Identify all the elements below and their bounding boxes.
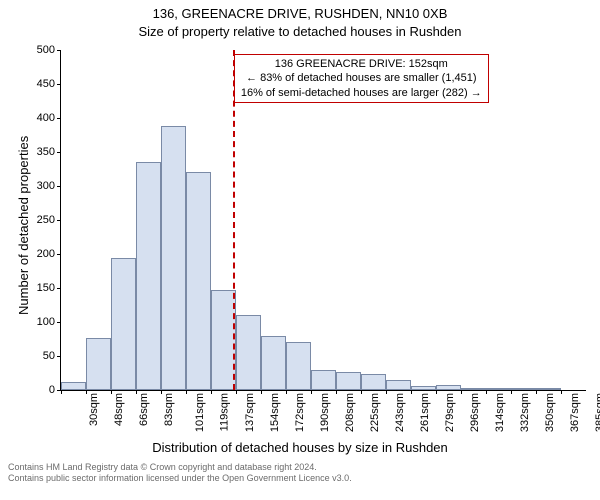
x-tick-label: 367sqm <box>569 393 581 432</box>
x-tick-label: 101sqm <box>194 393 206 432</box>
x-tick-mark <box>86 390 87 394</box>
y-tick-mark <box>57 50 61 51</box>
histogram-bar <box>536 388 561 390</box>
x-tick-mark <box>411 390 412 394</box>
x-tick-label: 243sqm <box>394 393 406 432</box>
y-tick-mark <box>57 186 61 187</box>
x-tick-label: 48sqm <box>113 393 125 426</box>
histogram-bar <box>61 382 86 390</box>
x-tick-label: 261sqm <box>419 393 431 432</box>
histogram-bar <box>161 126 186 390</box>
x-tick-label: 30sqm <box>88 393 100 426</box>
histogram-bar <box>411 386 436 390</box>
x-tick-mark <box>386 390 387 394</box>
x-tick-mark <box>511 390 512 394</box>
x-tick-mark <box>461 390 462 394</box>
x-tick-label: 172sqm <box>294 393 306 432</box>
x-tick-label: 66sqm <box>138 393 150 426</box>
x-tick-mark <box>361 390 362 394</box>
x-tick-mark <box>161 390 162 394</box>
subtitle: Size of property relative to detached ho… <box>0 24 600 39</box>
x-tick-mark <box>561 390 562 394</box>
footer-line-1: Contains HM Land Registry data © Crown c… <box>8 462 352 473</box>
y-tick-mark <box>57 322 61 323</box>
x-tick-mark <box>336 390 337 394</box>
y-tick-label: 100 <box>37 316 55 328</box>
histogram-bar <box>111 258 136 390</box>
y-tick-mark <box>57 84 61 85</box>
histogram-bar <box>336 372 361 390</box>
y-tick-label: 450 <box>37 78 55 90</box>
x-tick-label: 296sqm <box>469 393 481 432</box>
x-axis-label: Distribution of detached houses by size … <box>0 440 600 455</box>
x-tick-mark <box>311 390 312 394</box>
x-tick-mark <box>486 390 487 394</box>
x-tick-mark <box>211 390 212 394</box>
y-tick-label: 500 <box>37 44 55 56</box>
x-tick-mark <box>536 390 537 394</box>
x-tick-label: 137sqm <box>244 393 256 432</box>
x-tick-mark <box>286 390 287 394</box>
annotation-line-1: 136 GREENACRE DRIVE: 152sqm <box>241 57 482 71</box>
y-tick-label: 250 <box>37 214 55 226</box>
y-tick-label: 0 <box>49 384 55 396</box>
x-tick-label: 385sqm <box>594 393 600 432</box>
x-tick-label: 332sqm <box>519 393 531 432</box>
histogram-bar <box>436 385 461 390</box>
x-tick-label: 154sqm <box>269 393 281 432</box>
y-tick-label: 400 <box>37 112 55 124</box>
y-tick-label: 50 <box>43 350 55 362</box>
x-tick-label: 119sqm <box>218 393 230 431</box>
y-tick-label: 150 <box>37 282 55 294</box>
histogram-bar <box>386 380 411 390</box>
y-tick-mark <box>57 152 61 153</box>
histogram-bar <box>511 388 536 390</box>
footer-line-2: Contains public sector information licen… <box>8 473 352 484</box>
x-tick-label: 314sqm <box>494 393 506 432</box>
annotation-box: 136 GREENACRE DRIVE: 152sqm ← 83% of det… <box>234 54 489 103</box>
histogram-bar <box>311 370 336 390</box>
x-tick-label: 208sqm <box>344 393 356 432</box>
histogram-bar <box>486 388 511 390</box>
y-tick-mark <box>57 288 61 289</box>
histogram-bar <box>361 374 386 390</box>
y-axis-label: Number of detached properties <box>16 136 31 315</box>
y-tick-label: 200 <box>37 248 55 260</box>
footer: Contains HM Land Registry data © Crown c… <box>8 462 352 485</box>
x-tick-mark <box>111 390 112 394</box>
annotation-line-3: 16% of semi-detached houses are larger (… <box>241 86 482 100</box>
x-tick-mark <box>136 390 137 394</box>
x-tick-mark <box>261 390 262 394</box>
y-tick-mark <box>57 254 61 255</box>
histogram-bar <box>186 172 211 390</box>
histogram-bar <box>461 388 486 390</box>
page-title: 136, GREENACRE DRIVE, RUSHDEN, NN10 0XB <box>0 6 600 21</box>
histogram-bar <box>236 315 261 390</box>
x-tick-mark <box>236 390 237 394</box>
x-tick-label: 350sqm <box>544 393 556 432</box>
histogram-bar <box>261 336 286 390</box>
x-tick-mark <box>436 390 437 394</box>
y-tick-mark <box>57 356 61 357</box>
histogram-bar <box>136 162 161 390</box>
x-tick-mark <box>61 390 62 394</box>
y-tick-label: 300 <box>37 180 55 192</box>
x-tick-mark <box>186 390 187 394</box>
x-tick-label: 190sqm <box>319 393 331 432</box>
y-tick-mark <box>57 118 61 119</box>
annotation-line-2: ← 83% of detached houses are smaller (1,… <box>241 71 482 85</box>
x-tick-label: 225sqm <box>369 393 381 432</box>
x-tick-label: 279sqm <box>444 393 456 432</box>
y-tick-mark <box>57 220 61 221</box>
histogram-bar <box>286 342 311 390</box>
y-tick-label: 350 <box>37 146 55 158</box>
histogram-bar <box>86 338 111 390</box>
x-tick-label: 83sqm <box>163 393 175 426</box>
